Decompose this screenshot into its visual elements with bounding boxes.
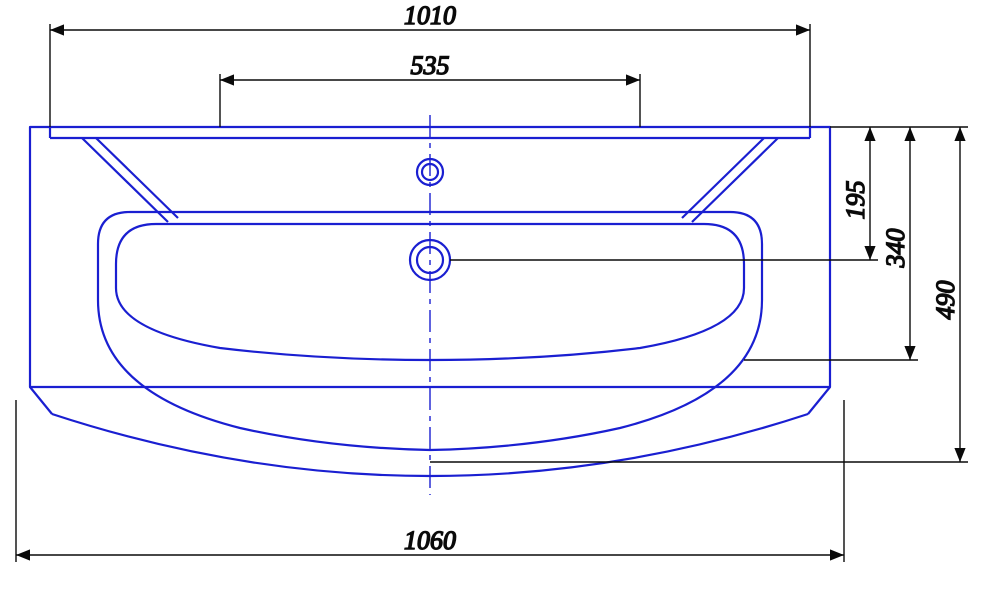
- dim-1010-value: 1010: [404, 1, 456, 30]
- fin-left: [82, 138, 178, 222]
- fin-right: [682, 138, 778, 222]
- bottom-bevel-left: [30, 387, 52, 414]
- dim-340-value: 340: [881, 229, 910, 269]
- dim-340: 340: [881, 127, 910, 360]
- dimensions: 1010 535 1060 195 340: [16, 1, 968, 562]
- sink-part: [30, 115, 830, 495]
- technical-drawing: 1010 535 1060 195 340: [0, 0, 1000, 590]
- dim-195: 195: [841, 127, 870, 260]
- dim-490: 490: [931, 127, 960, 462]
- dim-490-value: 490: [931, 281, 960, 320]
- dim-535-value: 535: [411, 51, 450, 80]
- bottom-bevel-right: [808, 387, 830, 414]
- dim-1060-value: 1060: [404, 526, 456, 555]
- dim-195-value: 195: [841, 181, 870, 220]
